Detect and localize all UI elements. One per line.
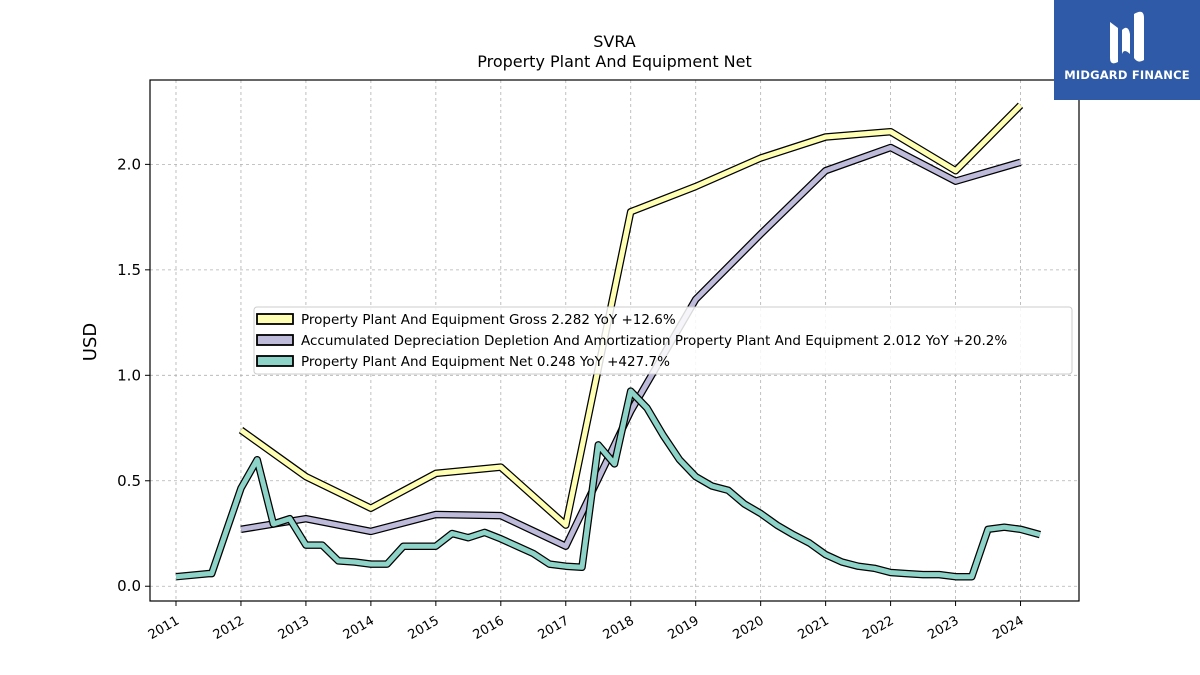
y-tick-label: 0.0 (117, 577, 141, 595)
x-tick-label: 2014 (341, 613, 377, 643)
x-tick-label: 2022 (860, 613, 896, 643)
legend-swatch (256, 313, 294, 325)
series-layer (175, 102, 1041, 581)
series-line (175, 388, 1041, 580)
y-tick-label: 2.0 (117, 155, 141, 173)
chart-subtitle: Property Plant And Equipment Net (477, 52, 752, 71)
legend-box (253, 306, 1073, 375)
x-tick-label: 2016 (471, 613, 507, 643)
y-tick-label: 1.5 (117, 261, 141, 279)
x-axis-ticks: 2011 2012 2013 2014 2015 2016 2017 2018 2019 2020… (146, 601, 1027, 643)
series-line (239, 103, 1023, 528)
x-tick-label: 2018 (601, 613, 637, 643)
y-tick-label: 0.5 (117, 472, 141, 490)
x-tick-label: 2015 (406, 613, 442, 643)
brand-name: MIDGARD FINANCE (1064, 68, 1190, 82)
x-tick-label: 2017 (536, 613, 572, 643)
brand-logo: MIDGARD FINANCE (1054, 0, 1200, 100)
plot-frame (149, 79, 1080, 602)
y-tick-label: 1.0 (117, 366, 141, 384)
x-tick-label: 2020 (731, 613, 767, 643)
legend: Property Plant And Equipment Gross 2.282… (253, 306, 1073, 375)
y-axis-label: USD (80, 323, 101, 361)
legend-entry: Accumulated Depreciation Depletion And A… (301, 333, 1007, 349)
y-axis-ticks: 0.0 0.5 1.0 1.5 2.0 (117, 155, 150, 595)
x-tick-label: 2013 (276, 613, 312, 643)
x-tick-label: 2024 (990, 613, 1026, 643)
legend-entry: Property Plant And Equipment Gross 2.282… (301, 312, 676, 328)
legend-entry: Property Plant And Equipment Net 0.248 Y… (301, 354, 670, 370)
legend-swatch (256, 334, 294, 346)
x-tick-label: 2012 (211, 613, 247, 643)
legend-swatch (256, 355, 294, 367)
x-tick-label: 2023 (925, 613, 961, 643)
x-tick-label: 2011 (146, 613, 182, 643)
midgard-logo-icon (1110, 11, 1144, 64)
series-line (240, 145, 1022, 549)
chart-title: SVRA (593, 32, 636, 51)
x-tick-label: 2021 (795, 613, 831, 643)
x-tick-label: 2019 (666, 613, 702, 643)
